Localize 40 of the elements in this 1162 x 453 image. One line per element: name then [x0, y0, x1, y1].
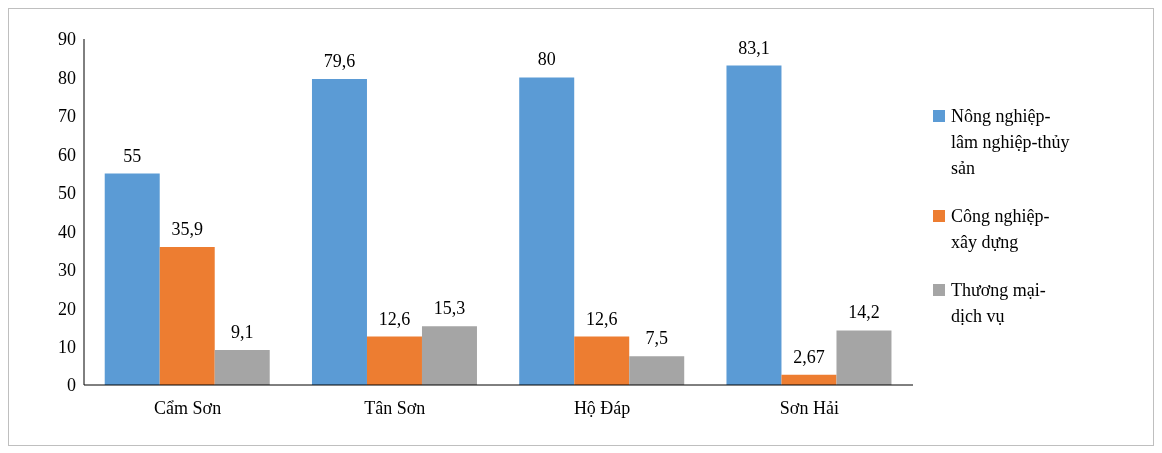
bar	[311, 78, 367, 385]
data-label: 79,6	[323, 50, 356, 71]
data-label: 7,5	[645, 328, 668, 349]
legend-label: Thương mại-dịch vụ	[951, 279, 1047, 328]
data-label: 80	[537, 49, 556, 70]
x-tick-label: Sơn Hải	[779, 397, 839, 418]
bar	[519, 77, 575, 385]
bar	[159, 246, 215, 385]
bar	[574, 336, 630, 385]
data-label: 15,3	[433, 298, 466, 319]
y-tick-label: 90	[58, 29, 76, 50]
bar	[104, 173, 160, 385]
bar	[421, 326, 477, 385]
data-label: 14,2	[848, 302, 880, 323]
data-label: 35,9	[171, 218, 203, 239]
bar	[836, 330, 892, 385]
y-tick-label: 20	[58, 298, 76, 319]
y-tick-label: 80	[58, 67, 76, 88]
y-tick-label: 30	[58, 260, 76, 281]
y-tick-label: 70	[58, 106, 76, 127]
bar	[629, 356, 685, 385]
y-tick-label: 50	[58, 183, 76, 204]
legend-label: Nông nghiệp-lâm nghiệp-thủy sản	[951, 105, 1071, 180]
data-label: 2,67	[793, 346, 825, 367]
x-tick-label: Tân Sơn	[364, 397, 426, 418]
x-tick-label: Hộ Đáp	[573, 397, 631, 418]
data-label: 55	[123, 145, 142, 166]
data-label: 83,1	[738, 37, 770, 58]
legend-label: Công nghiệp-xây dựng	[951, 205, 1051, 254]
y-tick-label: 10	[58, 336, 76, 357]
y-tick-label: 60	[58, 144, 76, 165]
y-tick-label: 40	[58, 221, 76, 242]
data-label: 12,6	[585, 308, 618, 329]
y-tick-label: 0	[67, 375, 76, 396]
bar	[366, 336, 422, 385]
data-label: 12,6	[378, 308, 411, 329]
bar	[214, 350, 270, 385]
data-label: 9,1	[230, 322, 254, 343]
bar	[726, 65, 782, 385]
x-tick-label: Cẩm Sơn	[154, 397, 222, 418]
